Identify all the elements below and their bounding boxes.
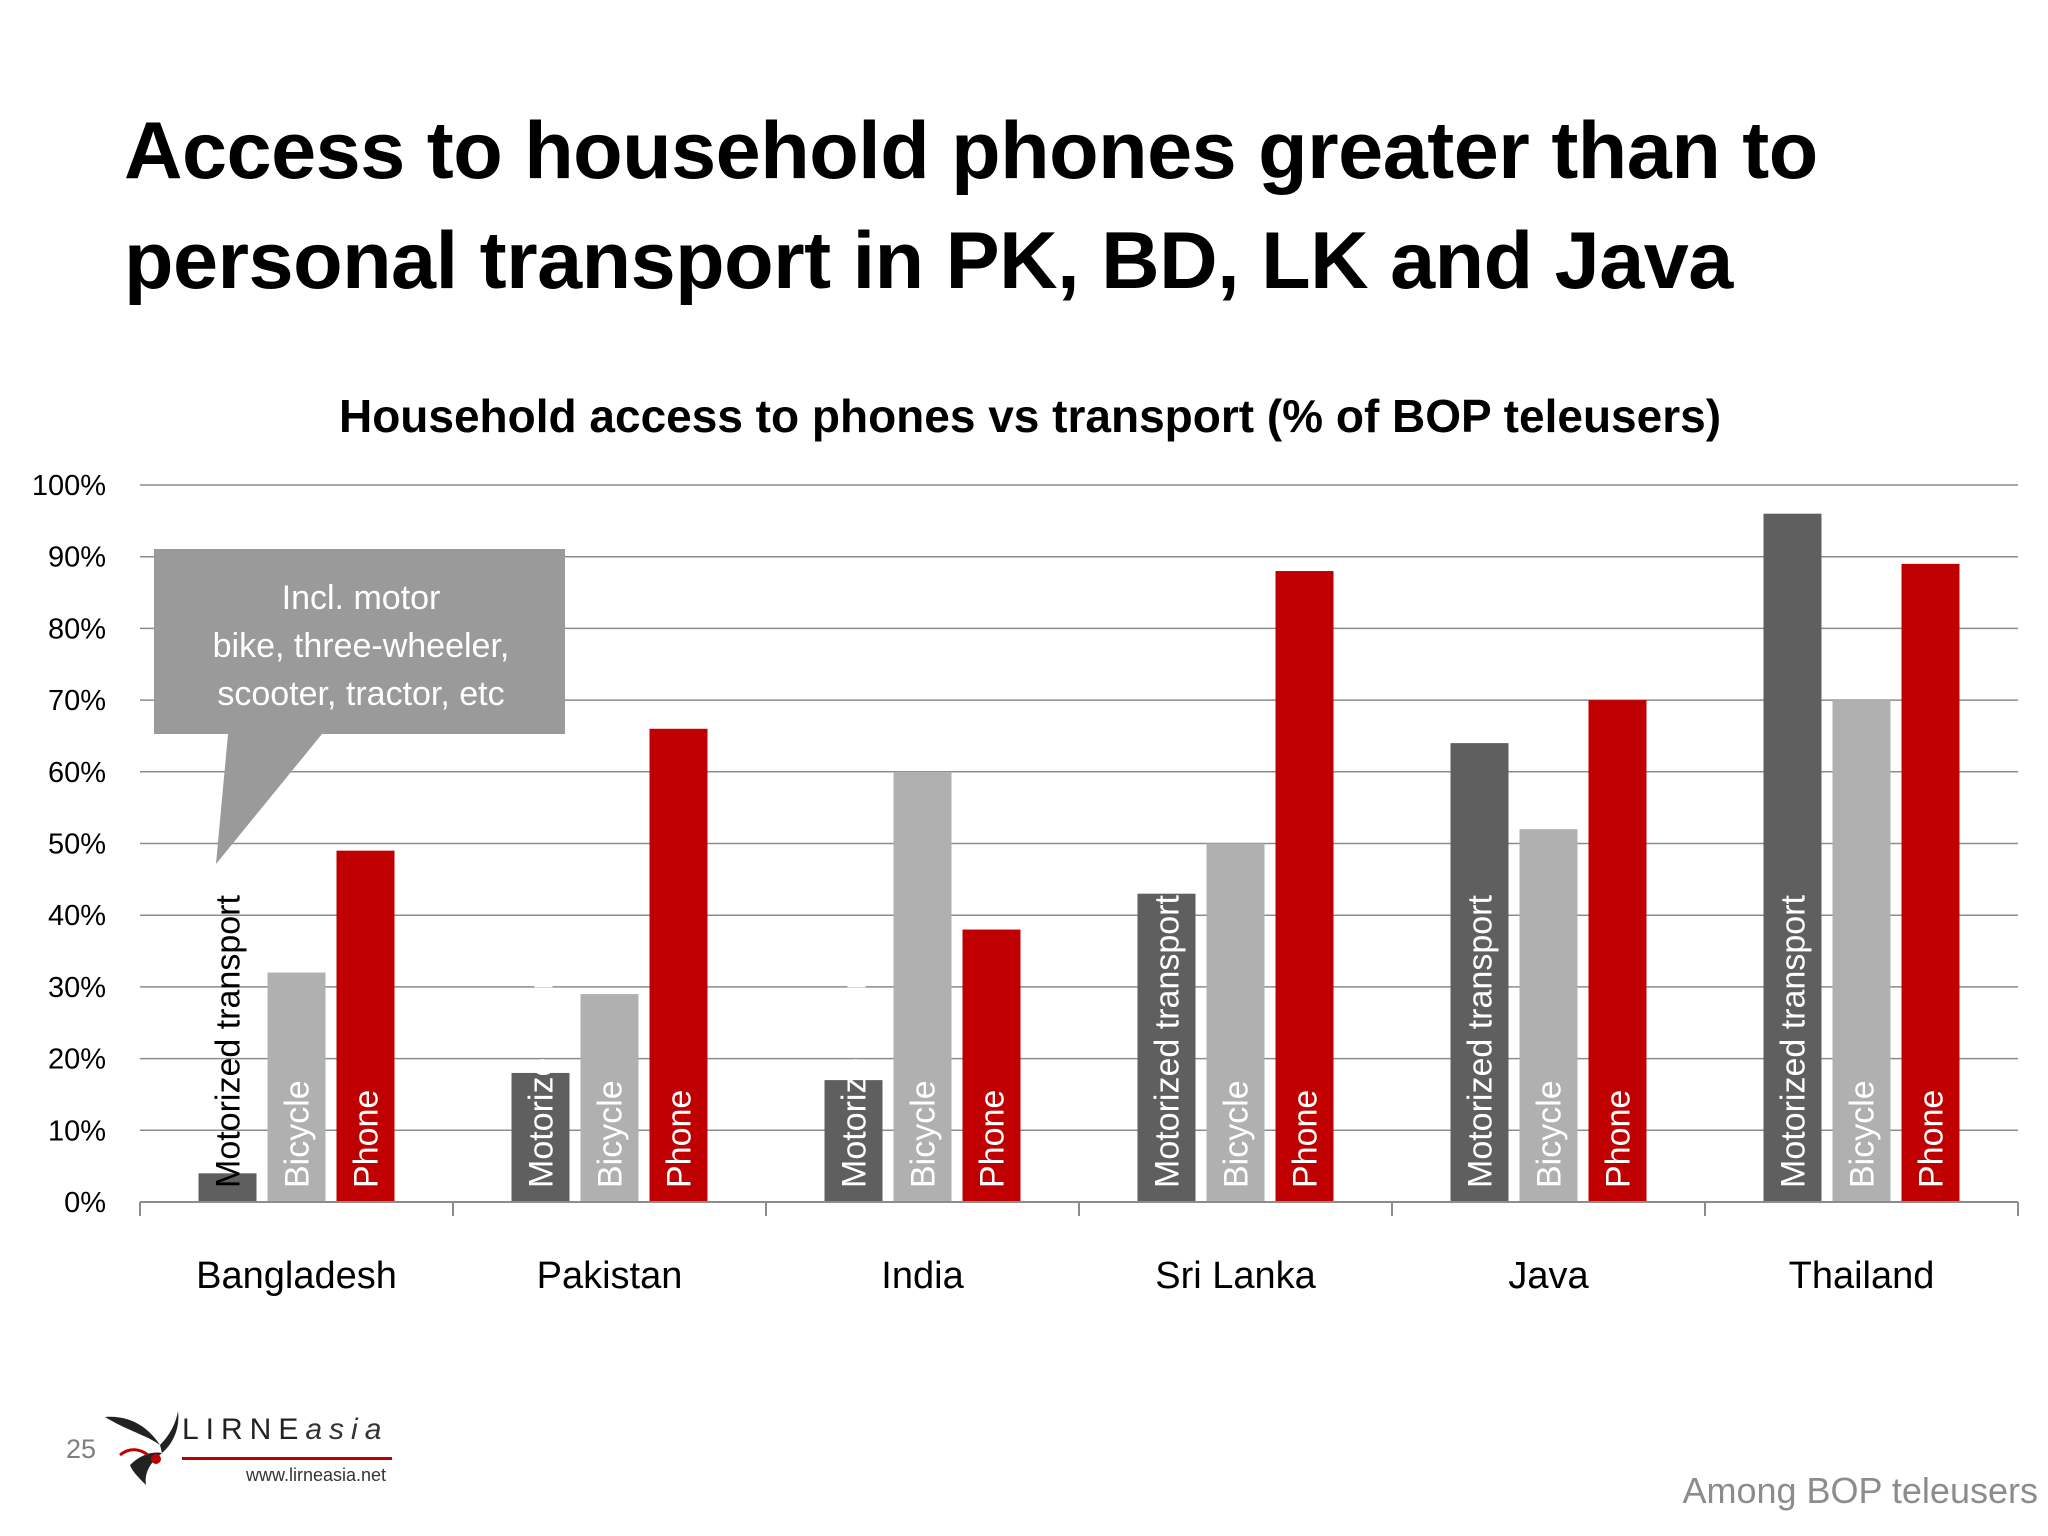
bar-label-india-phone: Phone xyxy=(974,1090,1012,1188)
lirneasia-logo: LIRNEasia www.lirneasia.net xyxy=(100,1405,400,1495)
bar-label-bangladesh-phone: Phone xyxy=(348,1090,386,1188)
bird-logo-icon xyxy=(105,1411,179,1485)
bar-sri-lanka-motorized-transport xyxy=(1137,893,1196,1202)
callout-box xyxy=(154,549,565,864)
bar-bangladesh-bicycle xyxy=(267,972,326,1202)
bar-pakistan-phone xyxy=(649,728,708,1202)
bar-label-bangladesh-motorized-transport: Motorized transport xyxy=(210,895,248,1188)
bar-label-java-phone: Phone xyxy=(1600,1090,1638,1188)
bar-thailand-bicycle xyxy=(1832,700,1891,1202)
bar-label-thailand-motorized-transport: Motorized transport xyxy=(1775,895,1813,1188)
callout-line-3: scooter, tractor, etc xyxy=(217,675,504,713)
y-axis-tick-labels: 0% 10% 20% 30% 40% 50% 60% 70% 80% 90% 100% xyxy=(32,470,106,1219)
bar-pakistan-bicycle xyxy=(580,994,639,1202)
y-tick-label-30: 30% xyxy=(48,972,106,1004)
bar-sri-lanka-bicycle xyxy=(1206,843,1265,1202)
bar-bangladesh-motorized-transport xyxy=(198,1173,257,1202)
logo-wordmark: LIRNEasia xyxy=(182,1413,389,1446)
bar-pakistan-motorized-transport xyxy=(511,1072,570,1202)
category-label-india: India xyxy=(881,1255,964,1297)
y-tick-label-20: 20% xyxy=(48,1044,106,1076)
bar-india-motorized-transport xyxy=(824,1080,883,1202)
category-label-sri-lanka: Sri Lanka xyxy=(1155,1255,1316,1297)
bar-thailand-phone xyxy=(1901,563,1960,1202)
bar-label-sri-lanka-motorized-transport: Motorized transport xyxy=(1149,895,1187,1188)
bar-label-pakistan-phone: Phone xyxy=(661,1090,699,1188)
y-tick-label-10: 10% xyxy=(48,1115,106,1147)
bar-label-pakistan-motorized-transport: Motorized transport xyxy=(523,895,561,1188)
bar-label-java-motorized-transport: Motorized transport xyxy=(1462,895,1500,1188)
bar-label-pakistan-bicycle: Bicycle xyxy=(592,1080,630,1188)
logo-url: www.lirneasia.net xyxy=(246,1465,387,1485)
y-tick-label-50: 50% xyxy=(48,829,106,861)
callout-line-1: Incl. motor xyxy=(282,579,441,617)
bar-label-thailand-phone: Phone xyxy=(1913,1090,1951,1188)
chart-title: Household access to phones vs transport … xyxy=(339,390,1721,442)
y-tick-label-70: 70% xyxy=(48,685,106,717)
category-label-thailand: Thailand xyxy=(1789,1255,1935,1297)
category-label-pakistan: Pakistan xyxy=(537,1255,683,1297)
bar-label-india-bicycle: Bicycle xyxy=(905,1080,943,1188)
bar-label-bangladesh-bicycle: Bicycle xyxy=(279,1080,317,1188)
y-tick-label-80: 80% xyxy=(48,613,106,645)
bar-india-phone xyxy=(962,929,1021,1202)
category-labels: Bangladesh Pakistan India Sri Lanka Java Thai… xyxy=(196,1255,1934,1297)
bar-sri-lanka-phone xyxy=(1275,571,1334,1202)
bar-label-thailand-bicycle: Bicycle xyxy=(1844,1080,1882,1188)
y-tick-label-100: 100% xyxy=(32,470,106,502)
bars: Motorized transport Bicycle Phone Motorized… xyxy=(198,513,1960,1202)
category-label-bangladesh: Bangladesh xyxy=(196,1255,397,1297)
bar-label-india-motorized-transport: Motorized transport xyxy=(836,895,874,1188)
bar-india-bicycle xyxy=(893,771,952,1202)
footer-note: Among BOP teleusers xyxy=(1682,1470,2038,1511)
slide-number: 25 xyxy=(66,1434,97,1464)
bar-label-java-bicycle: Bicycle xyxy=(1531,1080,1569,1188)
callout-annotation: Incl. motor bike, three-wheeler, scooter… xyxy=(154,549,565,864)
bar-java-phone xyxy=(1588,700,1647,1202)
y-tick-label-90: 90% xyxy=(48,542,106,574)
y-tick-label-40: 40% xyxy=(48,900,106,932)
y-tick-label-0: 0% xyxy=(64,1187,106,1219)
slide-title: Access to household phones greater than … xyxy=(124,106,1818,306)
bar-java-motorized-transport xyxy=(1450,743,1509,1202)
bar-label-sri-lanka-bicycle: Bicycle xyxy=(1218,1080,1256,1188)
bar-thailand-motorized-transport xyxy=(1763,513,1822,1202)
y-tick-label-60: 60% xyxy=(48,757,106,789)
logo-rule xyxy=(182,1457,392,1460)
bar-bangladesh-phone xyxy=(336,850,395,1202)
bar-label-sri-lanka-phone: Phone xyxy=(1287,1090,1325,1188)
category-label-java: Java xyxy=(1508,1255,1589,1297)
bar-java-bicycle xyxy=(1519,829,1578,1202)
callout-line-2: bike, three-wheeler, xyxy=(213,627,510,665)
x-axis xyxy=(139,1201,2019,1216)
